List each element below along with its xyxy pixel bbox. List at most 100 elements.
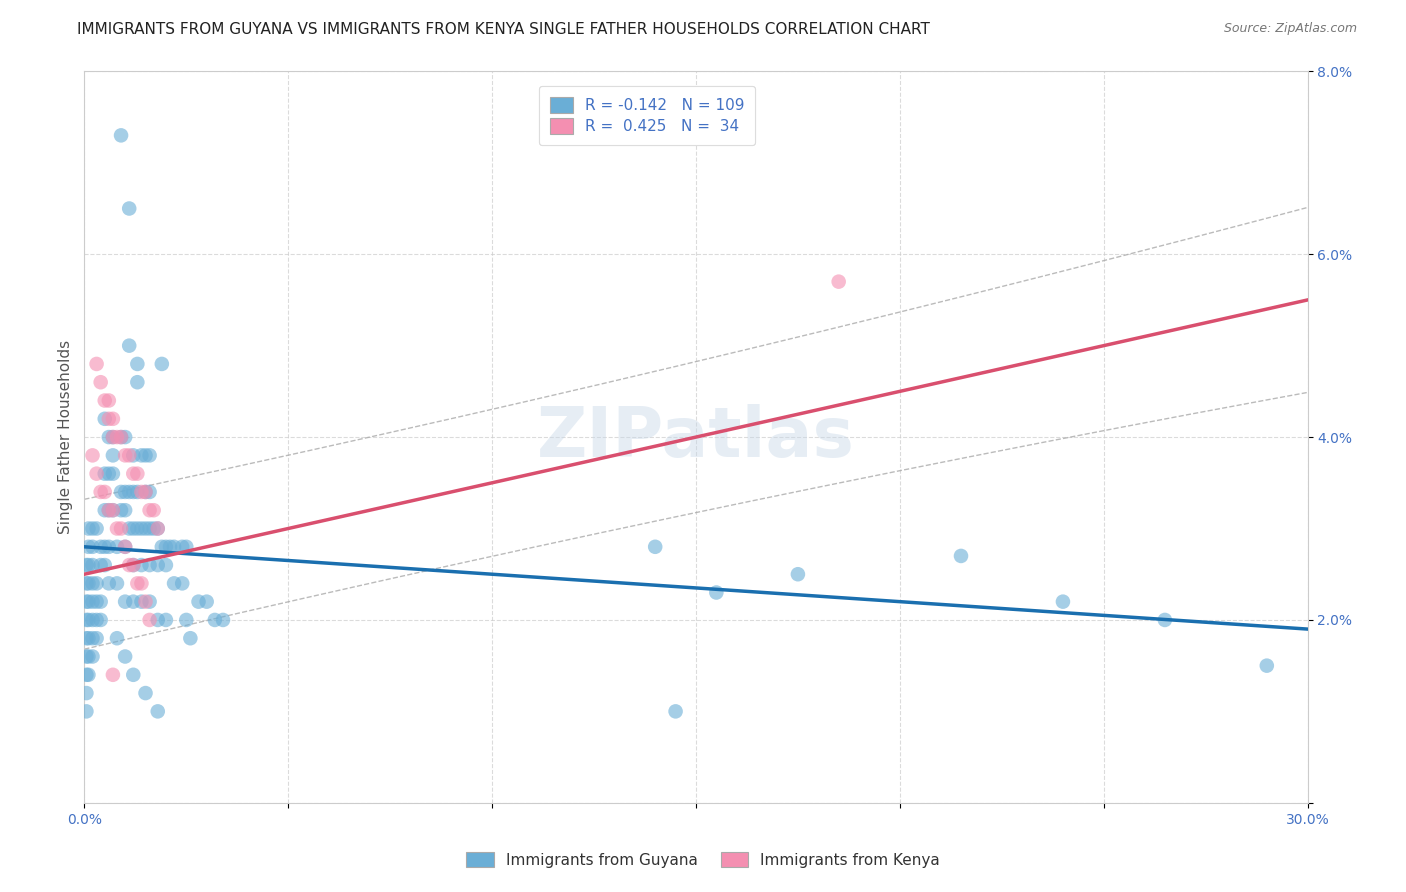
Point — [114, 449, 136, 463]
Point — [77, 576, 100, 591]
Point — [127, 576, 149, 591]
Point — [75, 632, 97, 646]
Point — [97, 576, 120, 591]
Point — [86, 467, 108, 481]
Point — [93, 412, 115, 426]
Point — [138, 449, 160, 463]
Point — [114, 485, 136, 500]
Point — [122, 595, 145, 609]
Point — [118, 338, 141, 352]
Point — [82, 449, 104, 463]
Point — [101, 449, 124, 463]
Point — [644, 540, 666, 554]
Point — [122, 558, 145, 573]
Text: ZIPatlas: ZIPatlas — [537, 403, 855, 471]
Point — [138, 613, 160, 627]
Point — [122, 467, 145, 481]
Point — [101, 467, 124, 481]
Point — [101, 430, 124, 444]
Point — [82, 521, 104, 535]
Point — [135, 686, 157, 700]
Point — [114, 649, 136, 664]
Point — [150, 540, 173, 554]
Point — [118, 521, 141, 535]
Point — [97, 540, 120, 554]
Point — [101, 503, 124, 517]
Point — [110, 503, 132, 517]
Point — [77, 540, 100, 554]
Point — [110, 430, 132, 444]
Point — [86, 595, 108, 609]
Point — [138, 521, 160, 535]
Point — [90, 485, 112, 500]
Point — [118, 558, 141, 573]
Point — [90, 558, 112, 573]
Point — [787, 567, 810, 582]
Point — [105, 430, 128, 444]
Point — [77, 613, 100, 627]
Point — [93, 393, 115, 408]
Point — [163, 540, 186, 554]
Point — [105, 632, 128, 646]
Point — [82, 595, 104, 609]
Point — [155, 558, 177, 573]
Point — [131, 449, 153, 463]
Point — [118, 449, 141, 463]
Point — [77, 667, 100, 681]
Point — [75, 595, 97, 609]
Point — [90, 613, 112, 627]
Point — [82, 649, 104, 664]
Point — [75, 667, 97, 681]
Point — [97, 393, 120, 408]
Y-axis label: Single Father Households: Single Father Households — [58, 340, 73, 534]
Point — [122, 485, 145, 500]
Point — [131, 576, 153, 591]
Point — [146, 705, 169, 719]
Point — [127, 521, 149, 535]
Point — [118, 202, 141, 216]
Text: IMMIGRANTS FROM GUYANA VS IMMIGRANTS FROM KENYA SINGLE FATHER HOUSEHOLDS CORRELA: IMMIGRANTS FROM GUYANA VS IMMIGRANTS FRO… — [77, 22, 931, 37]
Point — [93, 503, 115, 517]
Point — [110, 485, 132, 500]
Point — [110, 430, 132, 444]
Point — [127, 485, 149, 500]
Point — [131, 595, 153, 609]
Point — [105, 540, 128, 554]
Point — [97, 430, 120, 444]
Point — [179, 632, 201, 646]
Point — [110, 128, 132, 143]
Point — [159, 540, 181, 554]
Point — [950, 549, 973, 563]
Point — [82, 576, 104, 591]
Point — [122, 449, 145, 463]
Point — [82, 558, 104, 573]
Point — [146, 521, 169, 535]
Point — [77, 595, 100, 609]
Point — [77, 632, 100, 646]
Point — [114, 503, 136, 517]
Text: Source: ZipAtlas.com: Source: ZipAtlas.com — [1223, 22, 1357, 36]
Point — [135, 521, 157, 535]
Point — [135, 449, 157, 463]
Point — [101, 503, 124, 517]
Point — [82, 540, 104, 554]
Point — [93, 467, 115, 481]
Point — [146, 558, 169, 573]
Point — [86, 357, 108, 371]
Point — [86, 613, 108, 627]
Point — [828, 275, 851, 289]
Point — [90, 376, 112, 390]
Point — [82, 632, 104, 646]
Point — [105, 576, 128, 591]
Point — [75, 576, 97, 591]
Point — [114, 430, 136, 444]
Point — [97, 503, 120, 517]
Point — [122, 521, 145, 535]
Point — [138, 595, 160, 609]
Point — [86, 576, 108, 591]
Point — [122, 667, 145, 681]
Point — [172, 576, 194, 591]
Point — [1256, 658, 1278, 673]
Point — [135, 485, 157, 500]
Point — [75, 686, 97, 700]
